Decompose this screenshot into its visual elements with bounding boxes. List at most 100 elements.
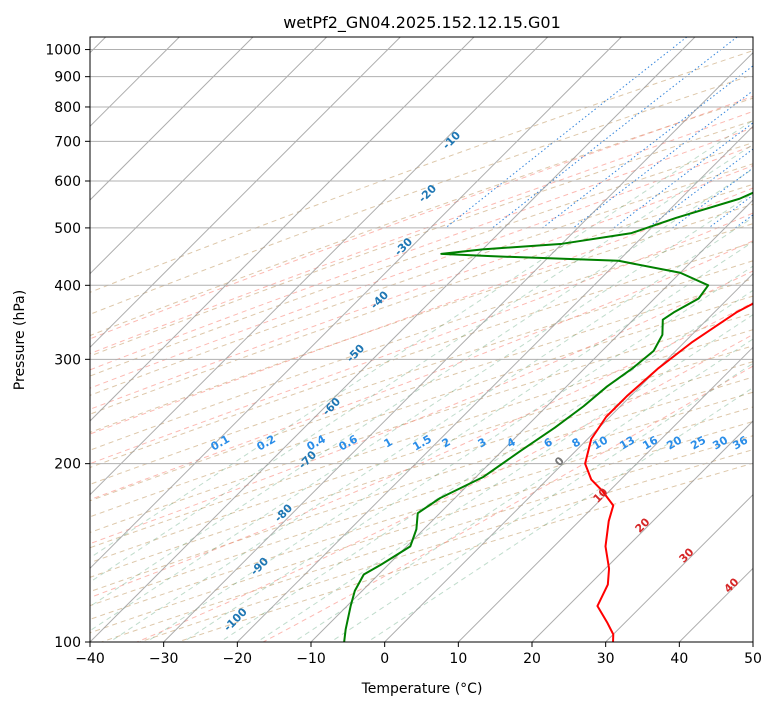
mixing-ratio-label: 30 [710, 433, 730, 452]
secondary-adiabat [256, 314, 753, 642]
mixing-ratio-label: 3 [476, 435, 489, 450]
mixing-ratio-label: 8 [570, 435, 583, 450]
dry-adiabat [90, 391, 753, 607]
moist-adiabat [263, 365, 753, 642]
x-tick-label: −30 [149, 651, 179, 667]
dry-adiabat-label: -10 [440, 128, 463, 151]
dry-adiabat-label: -40 [368, 288, 391, 311]
mixing-ratio-label: 0.6 [337, 432, 361, 453]
y-axis-label: Pressure (hPa) [12, 290, 28, 390]
moist-adiabat-label: 30 [677, 545, 697, 565]
dry-adiabat [90, 361, 753, 578]
moist-adiabat [90, 240, 753, 501]
dry-adiabat-label: -50 [344, 342, 367, 365]
y-tick-label: 600 [54, 174, 81, 190]
mixing-ratio-label: 20 [664, 433, 684, 452]
isotherm [457, 346, 753, 642]
dry-adiabat [90, 74, 753, 315]
dry-adiabat-label: -20 [416, 182, 439, 205]
isotherm [90, 37, 254, 201]
x-tick-label: −40 [75, 651, 105, 667]
x-tick-label: 50 [744, 651, 762, 667]
y-tick-label: 200 [54, 457, 81, 473]
secondary-adiabat [90, 143, 753, 583]
dry-adiabat [90, 241, 753, 469]
secondary-adiabat [90, 192, 753, 632]
y-tick-label: 1000 [45, 43, 81, 59]
isotherm [90, 37, 401, 349]
mixing-ratio-label: 1 [382, 435, 395, 450]
moist-adiabat [90, 95, 753, 340]
dry-adiabat-label: -60 [320, 395, 343, 418]
moist-adiabat-label: 20 [633, 515, 653, 535]
isotherm [236, 125, 753, 642]
y-tick-label: 100 [54, 635, 81, 651]
mixing-ratio-line [492, 37, 738, 229]
secondary-adiabat [330, 362, 753, 642]
chart-title: wetPf2_GN04.2025.152.12.15.G01 [283, 13, 561, 33]
isotherm [310, 199, 753, 642]
isotherm [605, 493, 753, 642]
secondary-adiabat [146, 241, 753, 642]
dry-adiabat [90, 223, 753, 451]
dry-adiabat [90, 142, 753, 377]
mixing-ratio-label: 13 [617, 434, 637, 453]
secondary-adiabat [90, 119, 753, 559]
mixing-ratio-line [445, 37, 688, 229]
dry-adiabat [90, 97, 753, 337]
x-tick-label: 40 [670, 651, 688, 667]
moist-adiabat [90, 127, 753, 371]
secondary-adiabat [293, 338, 753, 642]
x-tick-label: −10 [296, 651, 326, 667]
moist-adiabat-label: 10 [591, 485, 611, 505]
secondary-adiabat [219, 289, 753, 642]
isotherm [531, 420, 753, 642]
isotherm [90, 37, 696, 642]
mixing-ratio-line [572, 90, 753, 229]
dry-adiabat-label: -80 [272, 501, 295, 524]
y-tick-label: 900 [54, 70, 81, 86]
moist-adiabat [90, 270, 753, 545]
mixing-ratio-line [672, 167, 753, 229]
dry-adiabat [177, 462, 753, 642]
sounding-series-1 [584, 302, 753, 642]
dry-adiabat [90, 312, 753, 533]
x-axis-label: Temperature (°C) [361, 681, 483, 697]
dry-adiabat [90, 329, 753, 549]
isotherm [90, 37, 549, 496]
isotherm [90, 37, 622, 570]
sounding-series-2 [343, 191, 753, 642]
dry-adiabat [90, 50, 753, 293]
dry-adiabat-label: -30 [392, 235, 415, 258]
moist-adiabat [136, 333, 753, 642]
moist-adiabat [90, 187, 753, 435]
mixing-ratio-label: 2 [440, 435, 453, 450]
mixing-ratio-line [708, 194, 753, 229]
mixing-ratio-label: 36 [730, 433, 750, 452]
mixing-ratio-line [734, 214, 753, 229]
isotherm [752, 641, 753, 642]
isotherm [678, 567, 753, 642]
dry-adiabat-label: -70 [296, 448, 319, 471]
isotherm [90, 37, 328, 275]
moist-adiabat [90, 301, 753, 599]
mixing-ratio-line [542, 65, 753, 229]
mixing-ratio-label: 6 [542, 435, 555, 450]
x-tick-label: 10 [449, 651, 467, 667]
mixing-ratio-label: 1.5 [411, 432, 434, 453]
mixing-ratio-label: 25 [688, 434, 708, 453]
dry-adiabat [90, 420, 753, 634]
x-tick-label: 0 [380, 651, 389, 667]
secondary-adiabat [90, 168, 753, 607]
secondary-adiabat [183, 265, 753, 642]
moist-adiabat [90, 110, 753, 355]
isotherm [163, 51, 753, 642]
y-tick-label: 800 [54, 100, 81, 116]
y-tick-label: 400 [54, 278, 81, 294]
moist-adiabat-label: 40 [722, 575, 742, 595]
mixing-ratio-line [613, 122, 753, 229]
mixing-ratio-label: 0.1 [209, 432, 232, 453]
secondary-adiabat [109, 216, 753, 642]
